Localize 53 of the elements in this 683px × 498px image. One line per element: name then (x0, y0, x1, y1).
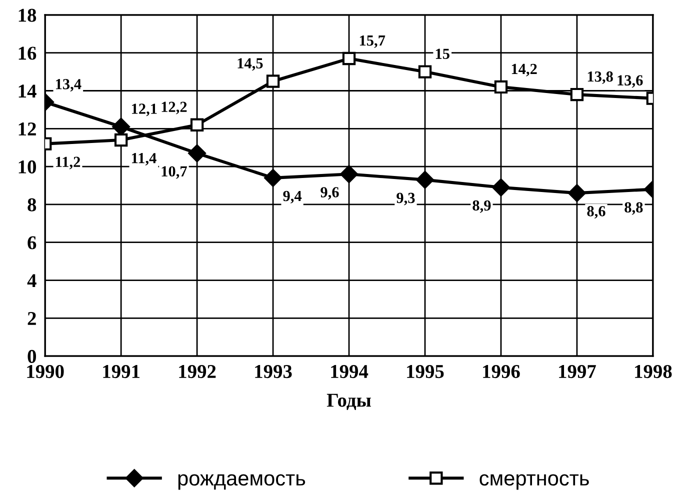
x-tick-label: 1991 (103, 365, 140, 378)
y-tick-label: 4 (27, 274, 36, 288)
point (190, 118, 204, 132)
x-tick-label: 1996 (483, 365, 520, 378)
y-tick-label: 16 (18, 46, 36, 60)
data-label: 14,2 (512, 64, 537, 76)
point (342, 52, 356, 66)
data-label: 12,2 (162, 102, 187, 114)
data-label: 13,4 (56, 79, 82, 92)
data-label: 12,1 (132, 104, 157, 116)
point (570, 88, 584, 102)
y-tick-label: 12 (18, 122, 36, 136)
y-tick-label: 6 (28, 236, 36, 250)
y-tick-label: 0 (28, 350, 36, 364)
y-tick-label: 10 (18, 160, 36, 174)
point (188, 144, 206, 162)
data-label: 8,6 (587, 206, 606, 219)
y-tick-label: 8 (28, 198, 36, 212)
x-tick-label: 1994 (331, 365, 368, 378)
data-label: 15 (436, 48, 450, 59)
x-tick-label: 1998 (635, 364, 672, 378)
x-tick-label: 1992 (179, 365, 216, 378)
point (568, 184, 586, 202)
data-label: 10,7 (162, 166, 187, 179)
y-tick-label: 14 (18, 84, 36, 98)
point (492, 178, 510, 196)
point (418, 65, 432, 78)
data-label: 14,5 (238, 58, 263, 71)
point (264, 169, 282, 187)
x-tick-label: 1997 (559, 365, 596, 378)
point (266, 74, 280, 88)
x-tick-label: 1995 (407, 365, 444, 378)
data-label: 9,4 (283, 190, 302, 204)
y-tick-label: 18 (18, 8, 36, 22)
point (114, 133, 128, 147)
point (416, 170, 434, 189)
x-tick-label: 1993 (255, 365, 292, 378)
legend-label: смертность (480, 474, 589, 490)
point (340, 165, 358, 184)
data-label: 13,8 (588, 71, 613, 84)
x-tick-label: 1990 (27, 364, 64, 378)
data-label: 9,6 (320, 187, 339, 200)
legend-label: рождаемость (178, 474, 306, 490)
data-label: 11,4 (132, 153, 156, 166)
data-label: 8,8 (624, 202, 643, 215)
point (494, 80, 508, 94)
x-axis-title: Годы (326, 394, 371, 410)
data-label: 9,3 (396, 192, 415, 206)
data-label: 15,7 (360, 35, 386, 48)
data-label: 13,6 (618, 75, 643, 88)
data-label: 11,2 (56, 156, 80, 170)
data-label: 8,9 (472, 200, 491, 213)
y-tick-label: 2 (28, 312, 36, 325)
